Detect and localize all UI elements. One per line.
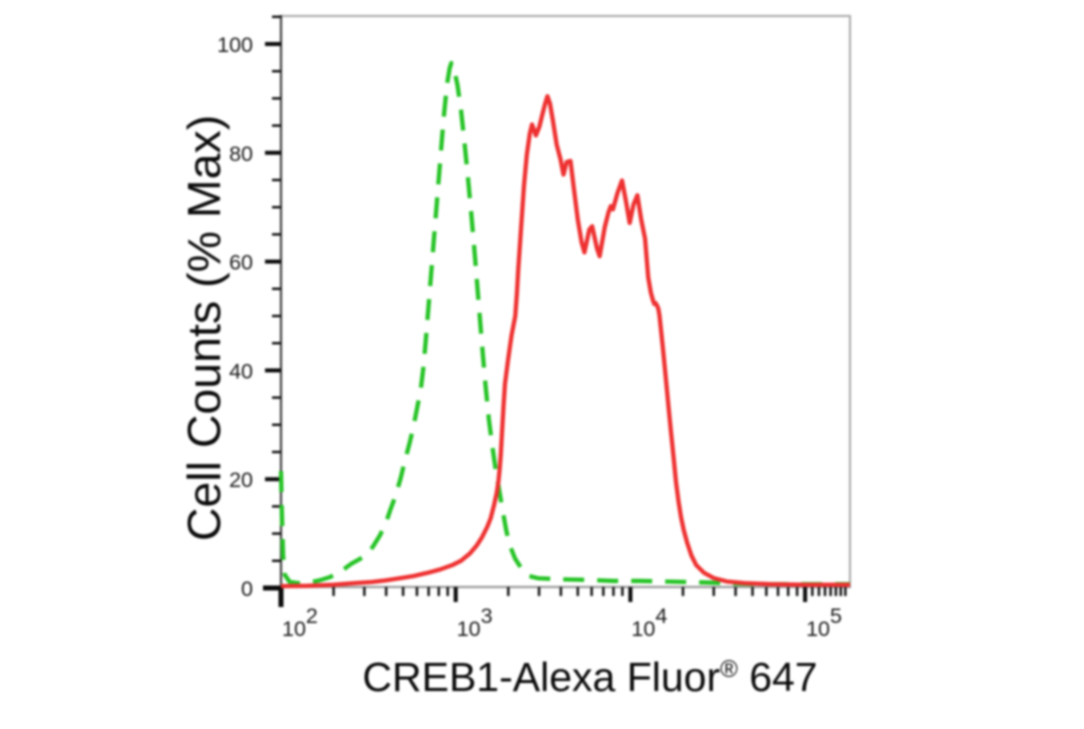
x-axis-title-text: CREB1-Alexa Fluor (362, 654, 721, 700)
x-tick-label-10e5: 105 (806, 604, 842, 641)
x-tick-label-10e4: 104 (631, 604, 667, 641)
y-tick-label-60: 60 (229, 251, 253, 275)
y-tick-label-100: 100 (217, 33, 253, 57)
y-axis-title: Cell Counts (% Max) (177, 114, 230, 542)
x-tick-label-10e2: 102 (282, 604, 318, 641)
creb1-curve (280, 94, 850, 589)
x-axis-title: CREB1-Alexa Fluor® 647 (362, 657, 817, 698)
y-tick-label-80: 80 (229, 142, 253, 166)
y-axis-ticks: 0 20 40 60 80 100 (217, 15, 281, 601)
y-tick-label-40: 40 (229, 359, 253, 383)
registered-trademark-superscript: ® (720, 656, 738, 683)
y-tick-label-20: 20 (229, 468, 253, 492)
x-tick-label-10e3: 103 (457, 604, 493, 641)
control-curve (278, 60, 850, 587)
y-tick-label-0: 0 (241, 577, 253, 601)
x-axis-title-suffix: 647 (737, 654, 818, 700)
x-axis-ticks: 102 103 104 105 (278, 587, 847, 641)
